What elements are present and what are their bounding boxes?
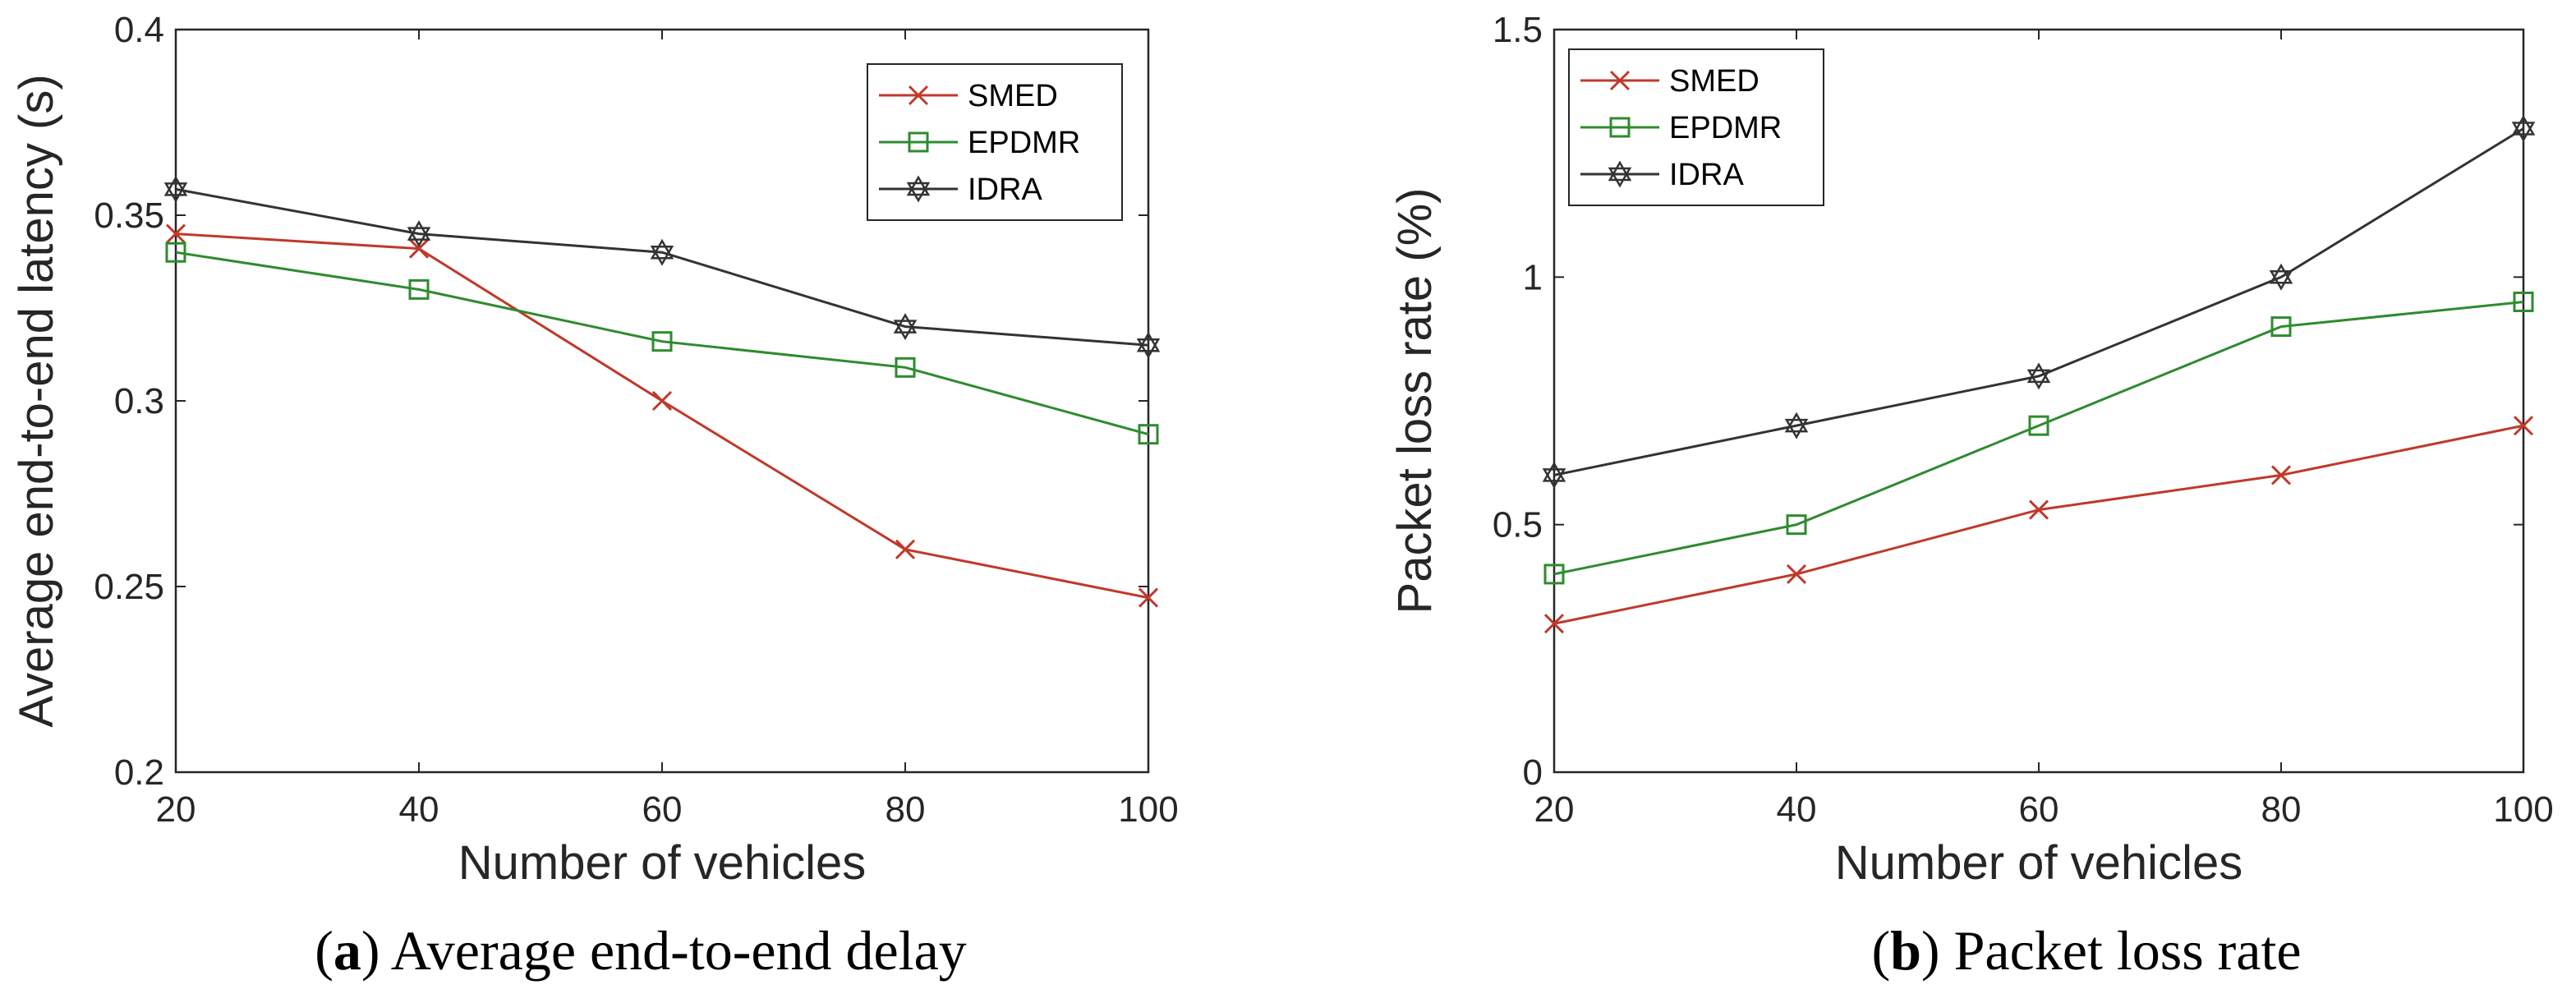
data-point-idra [407,220,431,248]
data-point-idra [650,238,674,266]
legend-label-epdmr: EPDMR [968,126,1080,160]
chart-a-legend: SMED EPDMR IDRA [867,63,1123,221]
series-line-epdmr [1553,301,2524,576]
chart-b-y-axis-label: Packet loss rate (%) [1388,188,1442,614]
legend-label-idra: IDRA [1669,158,1744,192]
chart-b-caption-letter: b [1890,919,1921,982]
data-point-epdmr [651,331,673,352]
data-point-epdmr [2270,316,2292,338]
data-point-idra [1784,412,1809,439]
chart-b-series [1542,114,2536,634]
x-tick-label: 20 [156,789,196,830]
y-tick-label: 0.4 [114,10,164,50]
x-tick-label: 100 [1118,789,1178,830]
data-point-smed [408,238,430,259]
chart-a-caption: (a) Average end-to-end delay [315,919,967,982]
chart-a-caption-text: Average end-to-end delay [391,919,967,982]
chart-a-latency: 20 40 60 80 100 0.2 0.25 0.3 0.35 0.4 Number of v… [10,10,1179,982]
legend-marker-idra [1608,160,1632,188]
chart-a-caption-letter: a [334,919,361,982]
chart-a-series [163,175,1161,608]
data-point-epdmr [895,357,916,378]
chart-b-packet-loss: 20 40 60 80 100 0 0.5 1 1.5 Number of vehicles P… [1388,10,2554,982]
data-point-smed [651,390,673,412]
x-tick-label: 20 [1534,789,1575,830]
data-point-smed [2513,416,2534,436]
data-point-epdmr [2028,415,2049,436]
y-tick-label: 0.3 [114,381,164,421]
chart-b-legend: SMED EPDMR IDRA [1568,48,1824,206]
data-point-smed [2270,465,2292,485]
series-line-epdmr [175,251,1149,436]
data-point-smed [165,223,186,244]
chart-b-caption-text: Packet loss rate [1954,919,2302,982]
x-tick-label: 80 [2261,789,2302,830]
data-point-epdmr [408,278,430,300]
chart-a-x-axis-label: Number of vehicles [458,836,866,890]
data-point-idra [2269,263,2293,291]
legend-marker-smed [908,85,929,106]
series-line-idra [1553,127,2524,476]
data-point-epdmr [165,242,186,263]
x-tick-label: 100 [2493,789,2553,830]
legend-label-smed: SMED [968,79,1058,113]
x-tick-label: 40 [399,789,439,830]
data-point-smed [1786,564,1807,584]
y-tick-label: 1.5 [1493,10,1543,50]
legend-marker-idra [906,175,931,203]
data-point-smed [2028,499,2049,520]
data-point-epdmr [1138,424,1159,445]
y-tick-label: 0.35 [94,196,164,236]
y-tick-label: 0.2 [114,752,164,793]
data-point-smed [895,539,916,559]
y-tick-label: 0.25 [94,567,164,607]
series-line-idra [175,187,1149,347]
chart-a-ticks: 20 40 60 80 100 0.2 0.25 0.3 0.35 0.4 [94,10,1178,830]
data-point-idra [893,313,918,341]
x-tick-label: 80 [886,789,926,830]
data-point-idra [2511,114,2536,143]
legend-marker-smed [1609,70,1631,91]
data-point-idra [1136,331,1161,359]
data-point-idra [163,175,188,203]
data-point-idra [2026,362,2051,390]
x-tick-label: 60 [642,789,683,830]
legend-marker-epdmr [1609,117,1631,138]
data-point-smed [1543,614,1565,634]
chart-b-ticks: 20 40 60 80 100 0 0.5 1 1.5 [1493,10,2554,830]
y-tick-label: 0 [1523,752,1543,793]
chart-b-caption: (b) Packet loss rate [1871,919,2301,982]
x-tick-label: 40 [1777,789,1817,830]
x-tick-label: 60 [2019,789,2059,830]
legend-label-smed: SMED [1669,64,1760,99]
chart-a-y-axis-label: Average end-to-end latency (s) [10,74,63,727]
chart-b-x-axis-label: Number of vehicles [1835,836,2242,890]
y-tick-label: 0.5 [1493,505,1543,545]
legend-label-epdmr: EPDMR [1669,111,1782,145]
legend-label-idra: IDRA [968,173,1042,207]
legend-marker-epdmr [908,131,929,153]
data-point-idra [1542,461,1566,489]
y-tick-label: 1 [1523,257,1543,297]
data-point-epdmr [1786,514,1807,536]
data-point-smed [1138,587,1159,608]
data-point-epdmr [2513,291,2534,312]
data-point-epdmr [1543,564,1565,585]
